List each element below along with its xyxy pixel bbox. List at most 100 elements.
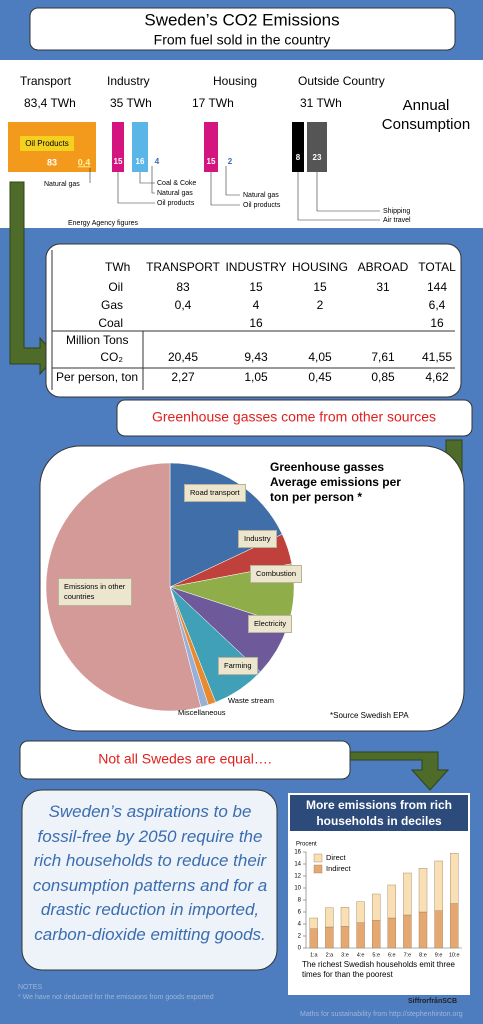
block-value: 16 <box>136 157 145 166</box>
y-tick-label: 10 <box>294 886 301 892</box>
x-tick-label: 2:a <box>326 952 335 958</box>
sector-total: 31 TWh <box>300 96 342 110</box>
bar-segment <box>387 917 396 949</box>
x-tick-label: 4:e <box>357 952 365 958</box>
table-cell: 144 <box>427 280 447 294</box>
table-cell: 20,45 <box>168 350 198 364</box>
bar-source: SiffrorfrånSCB <box>408 997 457 1005</box>
air-block <box>307 122 327 172</box>
y-tick-label: 2 <box>298 934 302 940</box>
block-value: 4 <box>155 157 160 166</box>
table-cell: 0,45 <box>308 370 332 384</box>
credit: Maths for sustainability from http://ste… <box>300 1011 463 1018</box>
pie-label: Emissions in other countries <box>58 578 132 606</box>
pie-label: Combustion <box>250 565 303 583</box>
block-note: Natural gas <box>44 181 80 188</box>
block-label: Oil Products <box>25 139 69 148</box>
row-label: Million Tons <box>66 333 128 347</box>
pie-label-box: Combustion <box>250 565 303 583</box>
x-tick-label: 8:e <box>419 952 427 958</box>
arrow <box>349 751 450 791</box>
table: TWh TRANSPORT INDUSTRY HOUSING ABROAD TOTAL Oi… <box>51 250 456 390</box>
legend-label: Indirect <box>326 864 352 873</box>
pie-label-box: Farming <box>218 657 258 675</box>
pie-source: *Source Swedish EPA <box>330 711 409 720</box>
callout: Greenhouse gasses come from other source… <box>152 409 436 425</box>
pie-label: Industry <box>238 530 277 548</box>
bar-segment <box>309 928 318 949</box>
row-sublabel: CO₂ <box>100 350 123 364</box>
table-cell: 15 <box>249 280 263 294</box>
bar-segment <box>403 872 412 916</box>
table-cell: 1,05 <box>244 370 268 384</box>
housing-oil-block <box>204 122 218 172</box>
x-tick-label: 5:e <box>372 952 380 958</box>
industry-coal-block <box>132 122 148 172</box>
notes-heading: NOTES <box>18 984 42 991</box>
x-tick-label: 10:e <box>449 952 460 958</box>
callout-box <box>116 399 473 437</box>
bar-segment <box>356 901 365 923</box>
y-tick-label: 6 <box>298 910 302 916</box>
table-panel <box>45 243 462 398</box>
pie-label-box: Electricity <box>248 615 293 633</box>
bar-segment <box>340 926 350 949</box>
pie-label: Waste stream <box>228 696 274 705</box>
block-value: 0,4 <box>78 157 91 167</box>
shipping-block <box>292 122 304 172</box>
block-note: Oil products <box>157 200 195 207</box>
bar-segment <box>434 910 443 949</box>
x-tick-label: 9:e <box>435 952 443 958</box>
table-cell: 0,4 <box>175 298 192 312</box>
title: Sweden’s CO2 Emissions <box>144 10 339 29</box>
table-cell: 0,85 <box>371 370 395 384</box>
table-cell: 6,4 <box>429 298 446 312</box>
block-note: Oil products <box>243 202 281 209</box>
table-header: TWh <box>105 260 130 274</box>
bar-segment <box>450 853 459 904</box>
row-label: Oil <box>108 280 123 294</box>
annual-label: Annual Consumption <box>381 97 471 133</box>
y-axis-label: Procent <box>296 842 317 848</box>
pie-label: Road transport <box>184 484 246 502</box>
bar-segment <box>325 907 334 928</box>
sector-total: 17 TWh <box>192 96 234 110</box>
statement-box <box>21 789 278 971</box>
table-cell: 4 <box>253 298 260 312</box>
y-tick-label: 12 <box>294 874 301 880</box>
table-header: HOUSING <box>292 260 348 274</box>
table-header: TRANSPORT <box>146 260 220 274</box>
sector-name: Industry <box>107 74 150 88</box>
bar-title-wrap: More emissions from rich households in d… <box>306 798 452 828</box>
callout-box <box>19 740 351 780</box>
bar-segment <box>372 893 381 921</box>
pie-label: Electricity <box>248 615 293 633</box>
bar-segment <box>356 922 365 949</box>
sector-total: 35 TWh <box>110 96 152 110</box>
table-cell: 16 <box>430 316 444 330</box>
legend-swatch <box>313 853 323 863</box>
pie-label-box: Miscellaneous <box>178 708 226 717</box>
table-cell: 4,62 <box>425 370 449 384</box>
block-note: Air travel <box>383 217 411 224</box>
block-value: 83 <box>47 157 57 167</box>
row-label: Gas <box>101 298 123 312</box>
block-value: 15 <box>207 157 216 166</box>
x-tick-label: 1:a <box>310 952 319 958</box>
bar-segment <box>340 907 350 927</box>
title-box <box>29 7 456 51</box>
table-cell: 4,05 <box>308 350 332 364</box>
table-cell: 9,43 <box>244 350 268 364</box>
bar-segment <box>403 914 412 949</box>
block-note: Natural gas <box>157 190 193 197</box>
source-note: Energy Agency figures <box>68 220 139 227</box>
bar-segment <box>309 917 318 930</box>
callout: Not all Swedes are equal…. <box>98 751 272 767</box>
sector-name: Transport <box>20 74 72 88</box>
pie-title-wrap: Greenhouse gasses Average emissions per t… <box>270 460 410 505</box>
y-tick-label: 0 <box>298 946 302 952</box>
row-label: Per person, ton <box>56 370 138 384</box>
bar-segment <box>418 868 428 913</box>
